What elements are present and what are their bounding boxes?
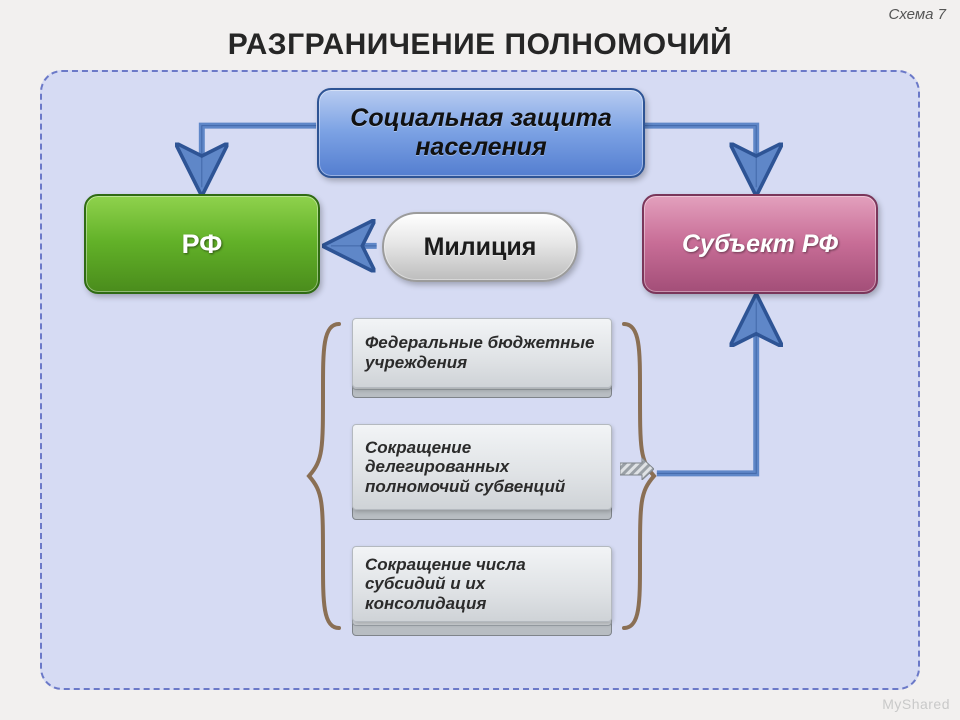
node-label: Социальная защита населения	[319, 104, 643, 162]
node-label: Субъект РФ	[682, 230, 838, 259]
diagram-panel: Социальная защита населения Милиция РФ С…	[40, 70, 920, 690]
page-title: РАЗГРАНИЧЕНИЕ ПОЛНОМОЧИЙ	[0, 28, 960, 62]
brace-left-icon	[305, 320, 345, 632]
scheme-number-label: Схема 7	[889, 6, 946, 23]
stack-card-front: Сокращение числа субсидий и их консолида…	[352, 546, 612, 622]
node-rf: РФ	[84, 194, 320, 294]
node-label: Милиция	[424, 233, 537, 262]
watermark-label: MyShared	[882, 696, 950, 712]
stack-card-front: Федеральные бюджетные учреждения	[352, 318, 612, 388]
hatched-icon	[620, 458, 654, 480]
stack-label: Сокращение делегированных полномочий суб…	[365, 438, 599, 497]
node-subject-rf: Субъект РФ	[642, 194, 878, 294]
node-social-protection: Социальная защита населения	[317, 88, 645, 178]
stack-label: Федеральные бюджетные учреждения	[365, 333, 599, 372]
node-label: РФ	[182, 229, 223, 260]
stack-card-front: Сокращение делегированных полномочий суб…	[352, 424, 612, 510]
diagram-canvas: РАЗГРАНИЧЕНИЕ ПОЛНОМОЧИЙ Схема 7 С	[0, 0, 960, 720]
node-police: Милиция	[382, 212, 578, 282]
stack-label: Сокращение числа субсидий и их консолида…	[365, 555, 599, 614]
